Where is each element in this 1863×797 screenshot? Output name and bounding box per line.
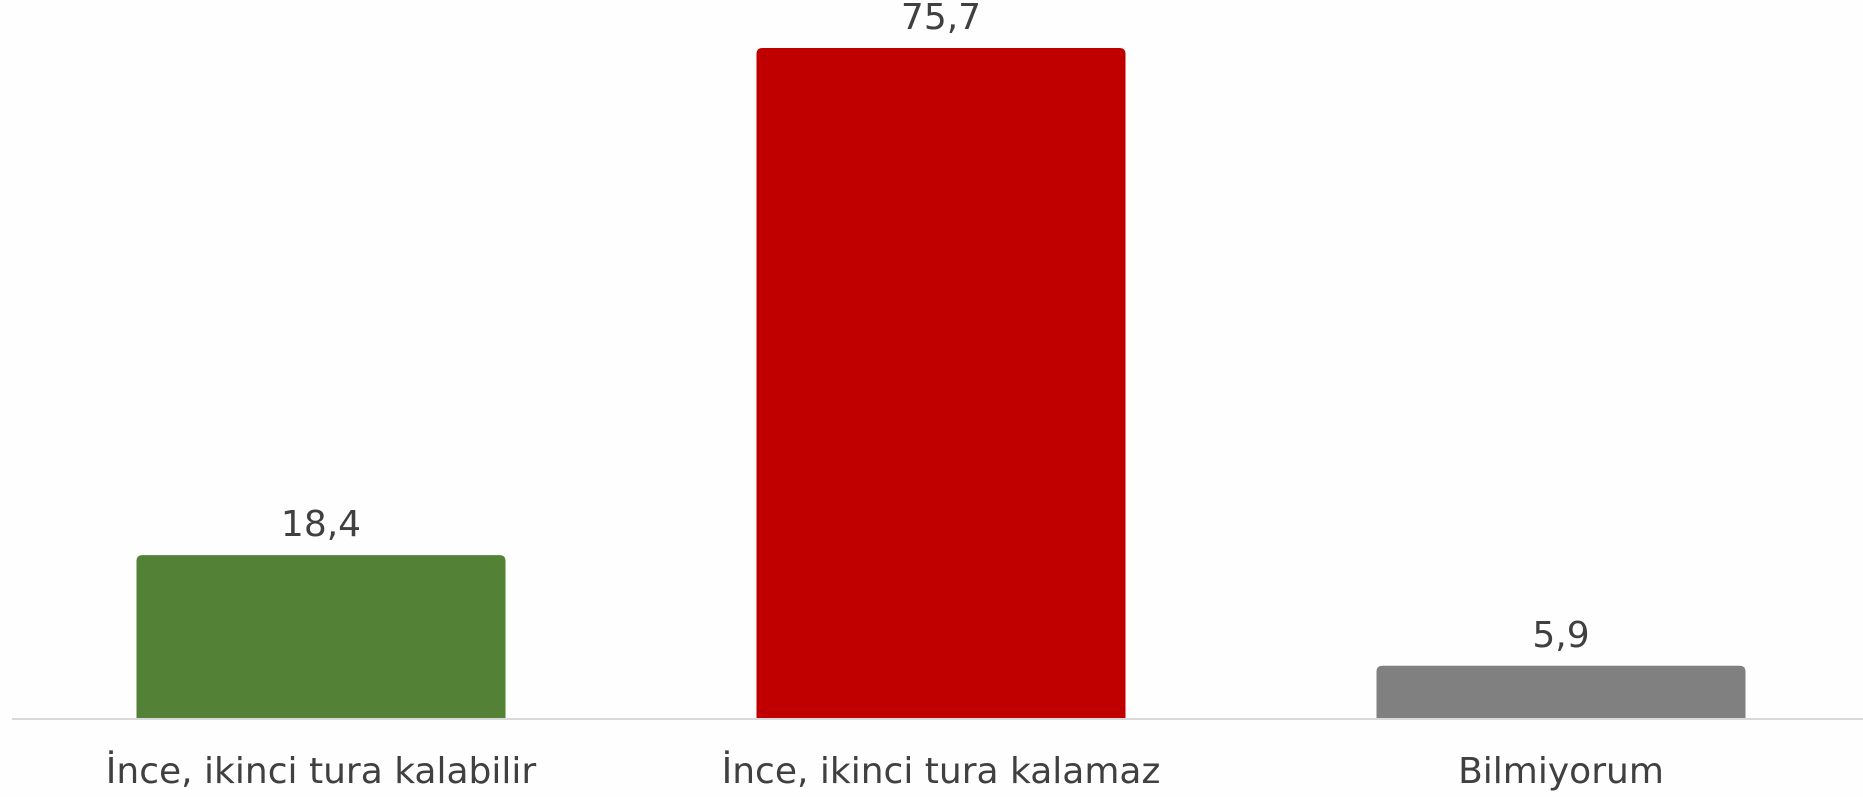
x-tick-label: İnce, ikinci tura kalabilir (106, 750, 537, 792)
value-label: 75,7 (901, 0, 981, 38)
bar (1376, 665, 1746, 718)
x-tick-label: İnce, ikinci tura kalamaz (722, 750, 1161, 792)
value-label: 5,9 (1532, 615, 1589, 656)
value-label: 18,4 (281, 504, 361, 545)
bar (136, 555, 506, 718)
bar (756, 48, 1126, 718)
x-tick-label: Bilmiyorum (1458, 751, 1664, 792)
